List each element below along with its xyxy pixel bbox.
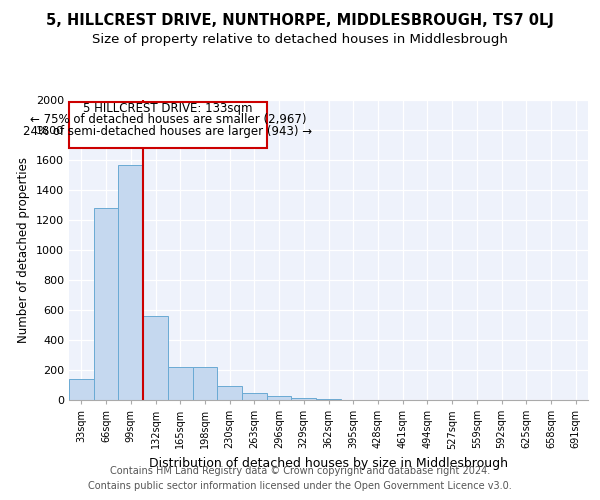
Bar xyxy=(316,399,341,400)
Bar xyxy=(242,392,267,400)
Bar xyxy=(292,398,316,400)
Text: 5, HILLCREST DRIVE, NUNTHORPE, MIDDLESBROUGH, TS7 0LJ: 5, HILLCREST DRIVE, NUNTHORPE, MIDDLESBR… xyxy=(46,12,554,28)
Text: 5 HILLCREST DRIVE: 133sqm: 5 HILLCREST DRIVE: 133sqm xyxy=(83,102,253,115)
FancyBboxPatch shape xyxy=(69,102,267,148)
Bar xyxy=(168,367,193,400)
Bar xyxy=(94,208,118,400)
Bar xyxy=(69,379,94,400)
Bar xyxy=(118,164,143,400)
Bar xyxy=(143,316,168,400)
Bar xyxy=(193,367,217,400)
Text: ← 75% of detached houses are smaller (2,967): ← 75% of detached houses are smaller (2,… xyxy=(29,113,306,126)
Bar xyxy=(267,396,292,400)
Y-axis label: Number of detached properties: Number of detached properties xyxy=(17,157,31,343)
Text: Contains public sector information licensed under the Open Government Licence v3: Contains public sector information licen… xyxy=(88,481,512,491)
Text: Size of property relative to detached houses in Middlesbrough: Size of property relative to detached ho… xyxy=(92,32,508,46)
Text: 24% of semi-detached houses are larger (943) →: 24% of semi-detached houses are larger (… xyxy=(23,125,313,138)
Bar xyxy=(217,386,242,400)
Text: Contains HM Land Registry data © Crown copyright and database right 2024.: Contains HM Land Registry data © Crown c… xyxy=(110,466,490,476)
X-axis label: Distribution of detached houses by size in Middlesbrough: Distribution of detached houses by size … xyxy=(149,457,508,470)
